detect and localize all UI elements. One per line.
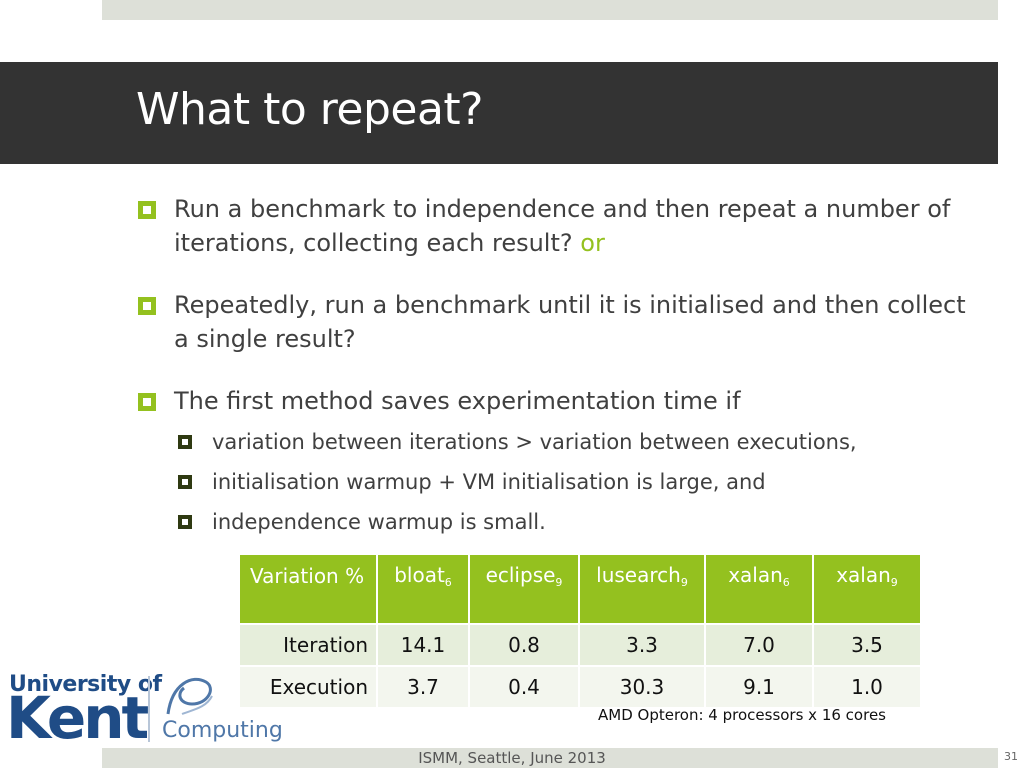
table-cell: 30.3 xyxy=(578,665,706,709)
table-cell: 0.4 xyxy=(468,665,580,709)
footer-text: ISMM, Seattle, June 2013 xyxy=(418,749,606,767)
row-label: Execution xyxy=(238,665,378,709)
page-number: 31 xyxy=(1004,750,1018,763)
logo-department: Computing xyxy=(162,718,283,743)
hardware-note: AMD Opteron: 4 processors x 16 cores xyxy=(598,706,886,724)
computing-swirl-icon xyxy=(166,677,213,715)
row-label: Iteration xyxy=(238,623,378,667)
sub-bullet-3: independence warmup is small. xyxy=(174,502,978,542)
table-cell: 7.0 xyxy=(704,623,814,667)
column-name: xalan xyxy=(836,563,891,587)
table-cell: 1.0 xyxy=(812,665,922,709)
logo-divider xyxy=(148,676,150,742)
sub-bullet-3-text: independence warmup is small. xyxy=(212,510,546,534)
sub-bullet-2: initialisation warmup + VM initialisatio… xyxy=(174,462,978,502)
sub-bullet-1: variation between iterations > variation… xyxy=(174,422,978,462)
university-logo: University of Kent Computing xyxy=(6,670,283,752)
logo-line-1: University of xyxy=(9,672,162,697)
table-cell: 3.5 xyxy=(812,623,922,667)
sub-bullet-2-text: initialisation warmup + VM initialisatio… xyxy=(212,470,766,494)
square-bullet-icon xyxy=(178,435,192,449)
square-bullet-icon xyxy=(138,297,156,315)
column-name: eclipse xyxy=(485,563,556,587)
square-bullet-icon xyxy=(178,515,192,529)
bullet-1: Run a benchmark to independence and then… xyxy=(138,192,978,260)
bullet-2-text: Repeatedly, run a benchmark until it is … xyxy=(174,291,966,353)
column-subscript: 6 xyxy=(782,576,790,589)
table-column-header: xalan6 xyxy=(704,553,814,625)
column-subscript: 9 xyxy=(680,576,688,589)
table-column-header: lusearch9 xyxy=(578,553,706,625)
logo-line-2: Kent xyxy=(6,684,149,752)
square-bullet-icon xyxy=(138,201,156,219)
top-decor-band xyxy=(102,0,998,20)
column-name: xalan xyxy=(728,563,783,587)
table-cell: 9.1 xyxy=(704,665,814,709)
table-header-label: Variation % xyxy=(238,553,378,625)
square-bullet-icon xyxy=(178,475,192,489)
table-row: Execution 3.7 0.4 30.3 9.1 1.0 xyxy=(238,665,922,709)
column-subscript: 6 xyxy=(444,576,452,589)
square-bullet-icon xyxy=(138,393,156,411)
column-name: lusearch xyxy=(596,563,681,587)
table-column-header: eclipse9 xyxy=(468,553,580,625)
column-subscript: 9 xyxy=(555,576,563,589)
table-cell: 0.8 xyxy=(468,623,580,667)
column-name: bloat xyxy=(394,563,445,587)
slide-title: What to repeat? xyxy=(136,84,484,135)
bullet-3-text: The first method saves experimentation t… xyxy=(174,387,741,415)
bullet-1-accent: or xyxy=(580,229,605,257)
table-column-header: xalan9 xyxy=(812,553,922,625)
variation-table: Variation % bloat6 eclipse9 lusearch9 xa… xyxy=(238,553,922,709)
table-cell: 3.7 xyxy=(376,665,470,709)
table-cell: 14.1 xyxy=(376,623,470,667)
table-row: Iteration 14.1 0.8 3.3 7.0 3.5 xyxy=(238,623,922,667)
sub-bullet-1-text: variation between iterations > variation… xyxy=(212,430,857,454)
table-header-row: Variation % bloat6 eclipse9 lusearch9 xa… xyxy=(238,553,922,625)
table-cell: 3.3 xyxy=(578,623,706,667)
table-column-header: bloat6 xyxy=(376,553,470,625)
column-subscript: 9 xyxy=(890,576,898,589)
bullet-2: Repeatedly, run a benchmark until it is … xyxy=(138,288,978,356)
title-bar xyxy=(0,62,998,164)
bullet-3: The first method saves experimentation t… xyxy=(138,384,978,418)
slide-content: Run a benchmark to independence and then… xyxy=(138,192,978,542)
bullet-1-text: Run a benchmark to independence and then… xyxy=(174,195,951,257)
footer-band xyxy=(102,748,998,768)
